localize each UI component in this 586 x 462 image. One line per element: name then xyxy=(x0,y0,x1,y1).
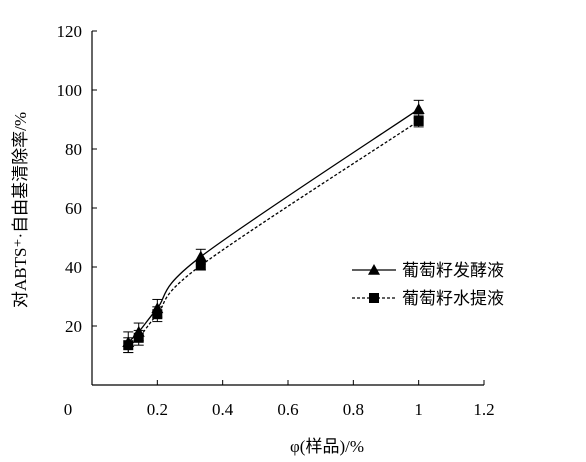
data-point xyxy=(133,332,144,343)
y-tick-label: 100 xyxy=(57,81,83,100)
x-tick-label: 0.6 xyxy=(277,400,298,419)
series-2 xyxy=(123,114,424,354)
data-point xyxy=(412,103,425,114)
series-line xyxy=(127,108,420,343)
x-tick-label: 0.4 xyxy=(212,400,234,419)
data-point xyxy=(195,260,206,271)
y-tick-label: 40 xyxy=(65,258,82,277)
legend-marker xyxy=(369,293,379,303)
legend-label: 葡萄籽发酵液 xyxy=(402,261,504,281)
plot-frame xyxy=(91,31,484,386)
y-axis-ticks: 20 40 60 80 100 120 xyxy=(57,22,97,336)
series-layer xyxy=(122,99,425,354)
x-tick-label: 0.8 xyxy=(343,400,364,419)
legend-label: 葡萄籽水提液 xyxy=(402,289,504,309)
x-tick-label: 0 xyxy=(64,400,73,419)
y-tick-label: 20 xyxy=(65,317,82,336)
y-axis-title: 对ABTS⁺·自由基清除率/% xyxy=(11,112,30,308)
series-1 xyxy=(122,99,425,354)
legend-marker xyxy=(368,264,380,275)
x-tick-label: 0.2 xyxy=(147,400,168,419)
data-point xyxy=(152,309,163,320)
y-tick-label: 120 xyxy=(57,22,83,41)
x-tick-label: 1 xyxy=(414,400,423,419)
y-tick-label: 60 xyxy=(65,199,82,218)
series-line xyxy=(127,120,420,346)
x-tick-label: 1.2 xyxy=(473,400,494,419)
y-tick-label: 80 xyxy=(65,140,82,159)
data-point xyxy=(123,340,134,351)
x-axis-ticks: 0 0.2 0.4 0.6 0.8 1 1.2 xyxy=(64,380,495,419)
data-point xyxy=(413,115,424,126)
data-point xyxy=(194,250,207,262)
x-axis-title: φ(样品)/% xyxy=(290,437,364,456)
